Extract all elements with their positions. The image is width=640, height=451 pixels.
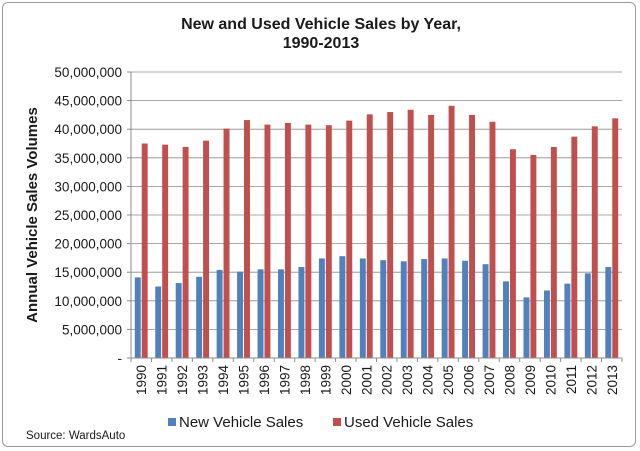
bar-used-vehicle-sales (223, 128, 230, 358)
y-tick-label: 45,000,000 (54, 94, 122, 109)
y-tick-labels: - 5,000,000 10,000,000 15,000,000 20,000,000… (54, 65, 122, 366)
bar-used-vehicle-sales (387, 112, 394, 358)
bar-new-vehicle-sales (564, 283, 571, 358)
y-tick-label: 50,000,000 (54, 65, 122, 80)
y-axis-label: Annual Vehicle Sales Volumes (24, 107, 41, 323)
axes (127, 71, 623, 362)
bar-used-vehicle-sales (346, 120, 353, 359)
gridlines (131, 71, 622, 330)
y-tick-label: 10,000,000 (54, 294, 122, 309)
x-tick-label: 1998 (298, 365, 313, 395)
bar-new-vehicle-sales (462, 260, 469, 358)
bar-new-vehicle-sales (216, 269, 223, 358)
bar-new-vehicle-sales (155, 286, 162, 358)
bar-used-vehicle-sales (612, 118, 619, 358)
bar-used-vehicle-sales (591, 126, 598, 358)
x-tick-label: 2011 (564, 365, 579, 394)
x-tick-label: 2007 (482, 365, 497, 395)
chart-title: New and Used Vehicle Sales by Year, (181, 16, 461, 33)
bars (134, 105, 619, 359)
x-tick-labels: 1990 1991 1992 1993 1994 1995 1996 1997 1998 1999… (134, 365, 620, 396)
x-tick-label: 2010 (543, 365, 558, 395)
bar-new-vehicle-sales (543, 290, 550, 358)
legend-label-new: New Vehicle Sales (179, 414, 303, 431)
bar-new-vehicle-sales (584, 273, 591, 358)
bar-used-vehicle-sales (162, 144, 169, 358)
bar-used-vehicle-sales (428, 114, 435, 359)
x-tick-label: 2006 (462, 365, 477, 395)
y-tick-label: 15,000,000 (54, 265, 122, 280)
bar-used-vehicle-sales (469, 114, 475, 359)
bar-new-vehicle-sales (523, 297, 530, 358)
bar-used-vehicle-sales (448, 105, 455, 358)
legend-swatch-new (168, 418, 176, 426)
legend-label-used: Used Vehicle Sales (344, 414, 473, 431)
x-tick-label: 1997 (277, 365, 292, 395)
bar-new-vehicle-sales (237, 271, 244, 358)
bar-used-vehicle-sales (264, 124, 271, 359)
bar-new-vehicle-sales (503, 281, 509, 358)
y-tick-label: 5,000,000 (62, 322, 122, 337)
bar-new-vehicle-sales (339, 256, 346, 358)
chart-subtitle: 1990-2013 (283, 35, 360, 52)
x-tick-label: 2001 (359, 365, 374, 395)
y-tick-label: 35,000,000 (54, 151, 122, 166)
bar-new-vehicle-sales (482, 264, 489, 358)
bar-new-vehicle-sales (441, 258, 448, 358)
x-tick-label: 1995 (237, 365, 252, 395)
x-tick-label: 1990 (134, 365, 149, 395)
bar-new-vehicle-sales (134, 277, 141, 358)
bar-new-vehicle-sales (605, 267, 612, 358)
x-tick-label: 2009 (523, 365, 538, 395)
x-tick-label: 1992 (175, 365, 190, 395)
x-tick-label: 2003 (400, 365, 415, 395)
bar-new-vehicle-sales (359, 258, 366, 358)
y-tick-label: 25,000,000 (54, 208, 122, 223)
x-tick-label: 2008 (502, 365, 517, 395)
legend-swatch-used (333, 418, 341, 426)
bar-new-vehicle-sales (421, 259, 428, 358)
bar-used-vehicle-sales (571, 136, 578, 358)
x-tick-label: 2002 (380, 365, 395, 395)
legend: New Vehicle Sales Used Vehicle Sales (168, 414, 473, 431)
y-tick-label: - (118, 351, 123, 366)
bar-new-vehicle-sales (278, 269, 284, 358)
bar-used-vehicle-sales (509, 149, 516, 358)
x-tick-label: 2012 (584, 365, 599, 395)
bar-used-vehicle-sales (530, 154, 537, 358)
chart-frame (2, 2, 636, 447)
bar-used-vehicle-sales (305, 124, 312, 359)
bar-new-vehicle-sales (175, 283, 182, 358)
x-tick-label: 1994 (216, 365, 231, 396)
bar-new-vehicle-sales (400, 261, 407, 358)
bar-used-vehicle-sales (141, 143, 148, 358)
x-tick-label: 2013 (605, 365, 620, 395)
bar-used-vehicle-sales (182, 146, 189, 358)
bar-used-vehicle-sales (407, 109, 414, 358)
y-tick-label: 40,000,000 (54, 122, 122, 137)
bar-used-vehicle-sales (366, 114, 373, 358)
source-note: Source: WardsAuto (26, 430, 125, 442)
x-tick-label: 1993 (196, 365, 211, 395)
bar-used-vehicle-sales (203, 140, 210, 358)
x-tick-label: 2004 (421, 365, 436, 396)
bar-used-vehicle-sales (489, 121, 496, 358)
bar-used-vehicle-sales (284, 122, 291, 359)
x-tick-label: 1996 (257, 365, 272, 395)
bar-used-vehicle-sales (244, 120, 250, 358)
bar-used-vehicle-sales (325, 125, 332, 358)
y-tick-label: 30,000,000 (54, 179, 122, 194)
y-tick-label: 20,000,000 (54, 237, 122, 252)
bar-new-vehicle-sales (298, 267, 305, 358)
x-tick-label: 2000 (339, 365, 354, 395)
bar-used-vehicle-sales (550, 146, 557, 358)
bar-new-vehicle-sales (380, 260, 387, 358)
x-tick-label: 1999 (318, 365, 333, 395)
bar-new-vehicle-sales (257, 269, 264, 358)
x-tick-label: 2005 (441, 365, 456, 395)
bar-new-vehicle-sales (318, 258, 325, 358)
x-tick-label: 1991 (155, 365, 170, 395)
bar-new-vehicle-sales (196, 276, 203, 358)
